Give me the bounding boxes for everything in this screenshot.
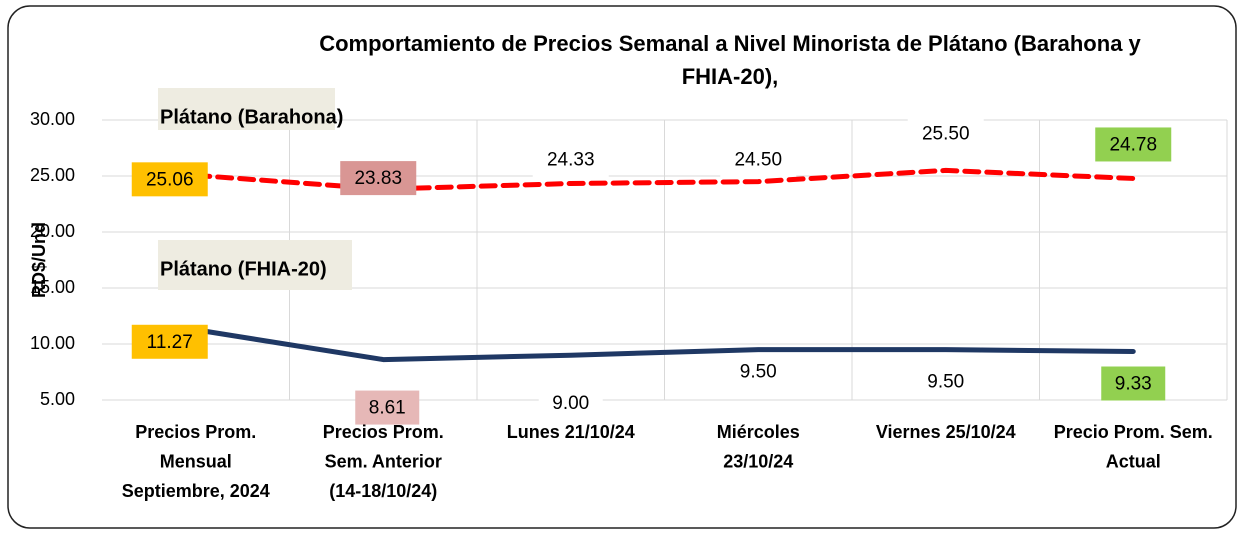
data-label: 9.50 xyxy=(927,372,964,393)
data-label: 9.50 xyxy=(740,362,777,383)
data-label-box xyxy=(726,354,791,389)
y-tick-label: 5.00 xyxy=(40,389,75,409)
data-label-box xyxy=(340,161,417,196)
data-label-box xyxy=(907,116,984,151)
data-label-box xyxy=(131,162,208,197)
y-tick-label: 20.00 xyxy=(30,221,75,241)
y-tick-label: 15.00 xyxy=(30,277,75,297)
data-label: 24.33 xyxy=(547,150,595,171)
data-label-box xyxy=(538,386,603,421)
data-label-box xyxy=(131,324,208,359)
legend-label: Plátano (Barahona) xyxy=(160,106,343,128)
x-tick-label: Precio Prom. Sem. Actual xyxy=(1054,422,1213,472)
data-label: 11.27 xyxy=(147,332,193,353)
data-label: 25.06 xyxy=(146,169,194,190)
x-tick-label: Lunes 21/10/24 xyxy=(507,422,635,442)
chart-title: Comportamiento de Precios Semanal a Nive… xyxy=(319,31,1141,56)
y-tick-label: 10.00 xyxy=(30,333,75,353)
data-label: 25.50 xyxy=(922,123,970,144)
y-tick-label: 30.00 xyxy=(30,109,75,129)
data-label-box xyxy=(913,364,978,399)
data-label: 9.33 xyxy=(1115,374,1152,395)
data-label-box xyxy=(1101,366,1166,401)
data-label-box xyxy=(355,390,420,425)
chart-title: FHIA-20), xyxy=(682,64,779,89)
legend-box xyxy=(158,240,352,290)
data-label: 8.61 xyxy=(369,398,406,419)
y-tick-label: 25.00 xyxy=(30,165,75,185)
x-tick-label: Precios Prom. Mensual Septiembre, 2024 xyxy=(122,422,270,501)
x-tick-label: Precios Prom. Sem. Anterior (14-18/10/24) xyxy=(323,422,444,501)
data-label-box xyxy=(532,142,609,177)
data-label: 24.50 xyxy=(734,150,782,171)
x-tick-label: Viernes 25/10/24 xyxy=(876,422,1016,442)
data-label: 24.78 xyxy=(1109,134,1157,155)
y-axis-label: RD$/Und xyxy=(29,222,49,298)
x-tick-label: Miércoles 23/10/24 xyxy=(717,422,800,472)
data-label: 9.00 xyxy=(552,393,589,414)
legend-box xyxy=(158,88,335,130)
data-label: 23.83 xyxy=(354,168,402,189)
legend-label: Plátano (FHIA-20) xyxy=(160,258,327,280)
data-label-box xyxy=(720,142,797,177)
data-label-box xyxy=(1095,127,1172,162)
series-line xyxy=(193,327,1136,363)
